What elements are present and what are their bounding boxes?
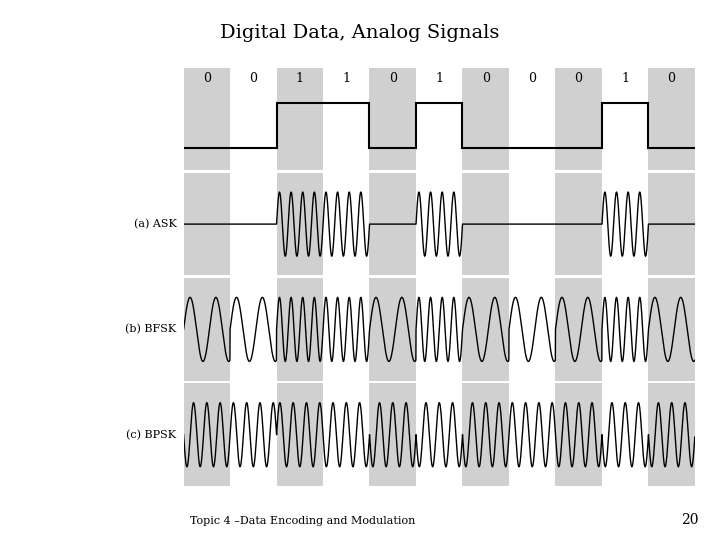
Bar: [184, 173, 230, 275]
Bar: [369, 278, 416, 381]
Bar: [276, 68, 323, 170]
Text: 20: 20: [681, 512, 698, 526]
Text: 0: 0: [389, 72, 397, 85]
Bar: [462, 278, 509, 381]
Bar: [369, 173, 416, 275]
Text: 0: 0: [482, 72, 490, 85]
Text: 0: 0: [667, 72, 675, 85]
Bar: [369, 68, 416, 170]
Text: 0: 0: [203, 72, 211, 85]
Bar: [184, 68, 230, 170]
Bar: [462, 68, 509, 170]
Text: 0: 0: [575, 72, 582, 85]
Text: 1: 1: [621, 72, 629, 85]
Bar: [462, 383, 509, 486]
Bar: [648, 173, 695, 275]
Bar: [555, 68, 602, 170]
Text: 0: 0: [528, 72, 536, 85]
Bar: [184, 383, 230, 486]
Bar: [184, 278, 230, 381]
Text: Topic 4 –Data Encoding and Modulation: Topic 4 –Data Encoding and Modulation: [189, 516, 415, 526]
Text: 1: 1: [342, 72, 350, 85]
Bar: [555, 383, 602, 486]
Text: (a) ASK: (a) ASK: [133, 219, 176, 230]
Bar: [369, 383, 416, 486]
Text: 1: 1: [296, 72, 304, 85]
Text: 0: 0: [249, 72, 257, 85]
Bar: [462, 173, 509, 275]
Text: 1: 1: [435, 72, 444, 85]
Bar: [648, 278, 695, 381]
Bar: [555, 278, 602, 381]
Bar: [276, 278, 323, 381]
Bar: [648, 383, 695, 486]
Bar: [276, 173, 323, 275]
Bar: [555, 173, 602, 275]
Text: (b) BFSK: (b) BFSK: [125, 324, 176, 335]
Text: Digital Data, Analog Signals: Digital Data, Analog Signals: [220, 24, 500, 42]
Bar: [276, 383, 323, 486]
Bar: [648, 68, 695, 170]
Text: (c) BPSK: (c) BPSK: [126, 429, 176, 440]
